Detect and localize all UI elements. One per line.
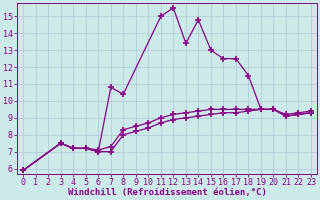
X-axis label: Windchill (Refroidissement éolien,°C): Windchill (Refroidissement éolien,°C) [68, 188, 267, 197]
